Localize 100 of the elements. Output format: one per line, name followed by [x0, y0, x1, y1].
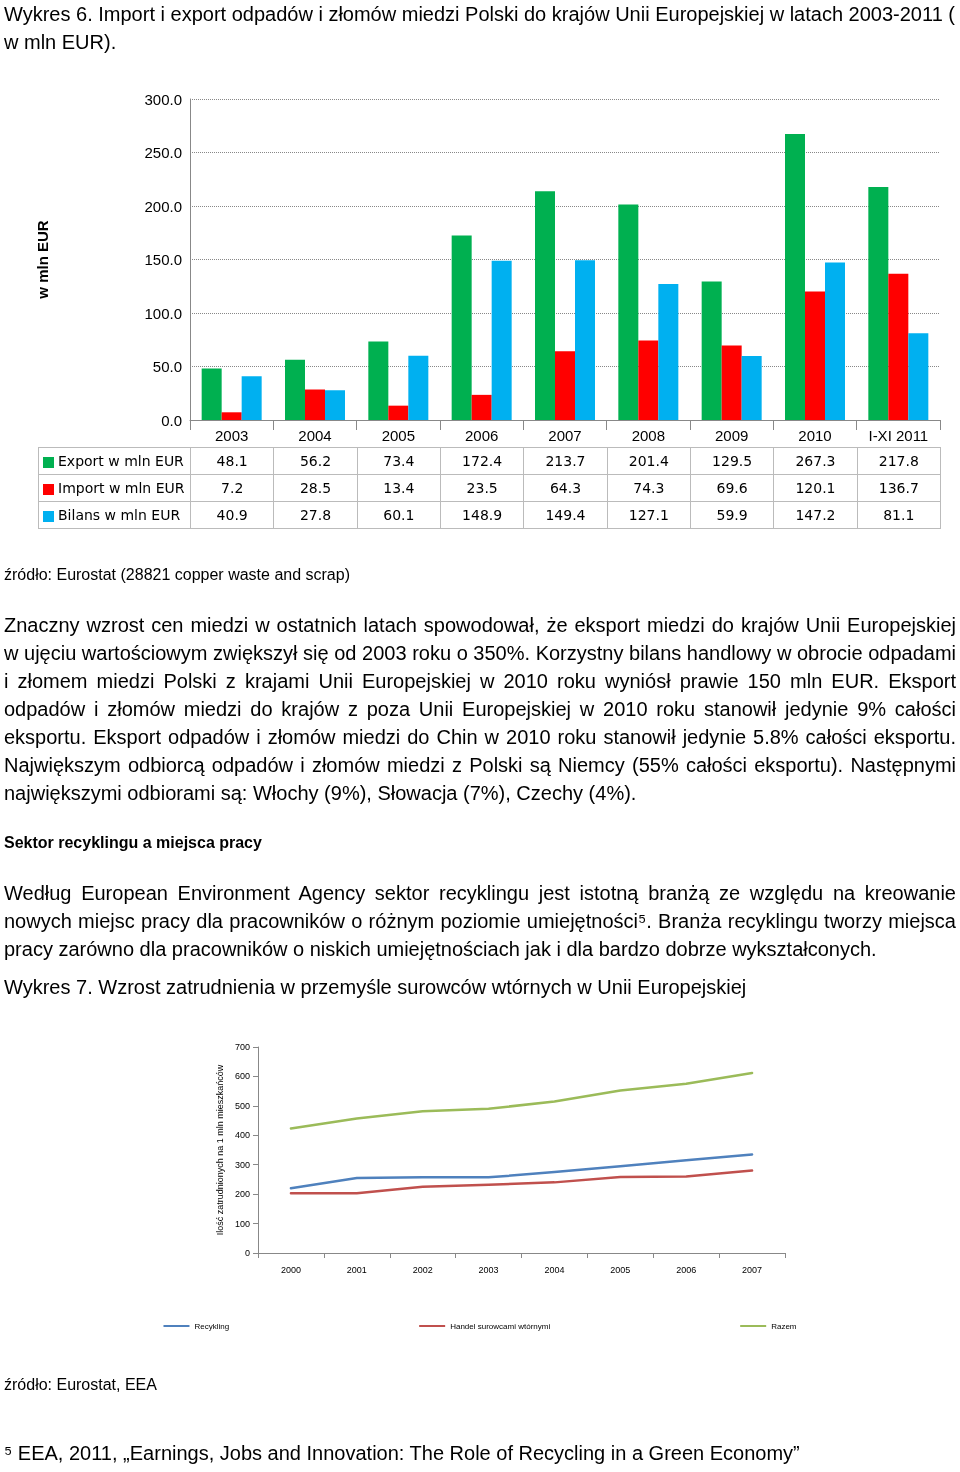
bar	[575, 260, 595, 420]
bar	[805, 291, 825, 420]
data-label: 28.5	[273, 474, 358, 502]
x-tick-label: 2005	[381, 427, 416, 444]
bar	[658, 284, 679, 420]
chart-title: Wykres 6. Import i export odpadów i złomów miedzi Polski do krajów Unii Europejskiej w latach 2003-2011 ( w mln EUR).	[4, 2, 956, 55]
y-tick-label: 100.0	[144, 304, 182, 322]
line-series	[289, 1153, 754, 1190]
data-label: 69.6	[690, 474, 774, 502]
text: Znaczny wzrost cen miedzi w ostatnich latach spowodował, że eksport miedzi do krajów Unii Europejskiej w ujęciu wartościowym zwiększył się od 2003 roku o 350%. Korzystny bilans handlowy w obrocie odpadami i złomem miedzi Polski z krajami Unii Europejskiej w 2010 roku wyniósł prawie 150 mln EUR. Eksport odpadów i złomów miedzi do krajów z poza Unii Europejskiej w 2010 roku stanowił jedynie 9% całości eksportu. Eksport odpadów i złomów miedzi do Chin w 2010 roku stanowił jedynie 5.8% całości eksportu. Największym odbiorcą odpadów i złomów miedzi z Polski są Niemcy (55% całości eksportu). Następnymi największymi odbiorami są: Włochy (9%), Słowacja (7%), Czechy (4%).	[4, 613, 956, 806]
y-axis-title: w mln EUR	[34, 220, 51, 300]
data-label: 129.5	[690, 447, 774, 475]
data-label: 56.2	[273, 447, 358, 475]
data-label: 60.1	[357, 501, 441, 529]
x-tick-label: 2010	[798, 427, 832, 444]
chart-title: Wykres 7. Wzrost zatrudnienia w przemyśle surowców wtórnych w Unii Europejskiej	[4, 975, 748, 1000]
x-tick-label: 2007	[548, 427, 582, 444]
text: Według European Environment Agency sektor recyklingu jest istotną branżą ze względu na kreowanie nowych miejsc pracy dla pracowników o różnym poziomie umiejętności⁵. Branża recyklingu tworzy miejsca pracy zarówno dla pracowników o niskich umiejętnościach jak i dla bardzo dobrze wykształconych.	[4, 881, 956, 962]
data-label: 73.4	[357, 447, 441, 475]
bar	[201, 368, 222, 420]
data-label: 213.7	[523, 447, 608, 475]
legend-label: Handel surowcami wtórnymi	[450, 1321, 551, 1331]
text: źródło: Eurostat, EEA	[4, 1375, 158, 1395]
bar	[618, 204, 639, 420]
y-tick-label: 0.0	[161, 411, 182, 429]
x-tick-label: 2009	[714, 427, 749, 444]
x-tick-label: 2005	[610, 1264, 631, 1275]
data-label: 13.4	[357, 474, 441, 502]
x-tick-label: 2006	[464, 427, 499, 444]
bar	[388, 405, 409, 420]
x-tick-label: 2006	[676, 1264, 697, 1275]
y-tick-label: 400	[234, 1130, 250, 1141]
bar	[741, 355, 762, 420]
bar	[241, 376, 262, 420]
data-label: 48.1	[190, 447, 274, 475]
bar	[908, 333, 929, 420]
x-tick-label: 2008	[631, 427, 666, 444]
bar	[701, 281, 722, 420]
legend-label: Razem	[771, 1321, 797, 1331]
data-label: 172.4	[440, 447, 524, 475]
bar	[721, 345, 742, 420]
bar	[555, 351, 575, 420]
x-tick-label: 2003	[478, 1264, 499, 1275]
y-tick-label: 700	[234, 1042, 250, 1052]
bar	[868, 186, 889, 420]
legend-label: Import w mln EUR	[38, 474, 191, 502]
x-tick-label: 2002	[412, 1264, 433, 1275]
x-tick-label: 2007	[742, 1264, 763, 1275]
legend-label: Bilans w mln EUR	[38, 501, 191, 529]
x-tick-label: 2004	[544, 1264, 565, 1275]
bar	[491, 260, 512, 420]
y-tick-label: 250.0	[144, 144, 182, 161]
x-tick-label: 2001	[346, 1264, 367, 1275]
data-label: 149.4	[523, 501, 608, 529]
data-label: 148.9	[440, 501, 524, 529]
y-tick-label: 200	[234, 1189, 250, 1200]
legend-label: Export w mln EUR	[38, 447, 191, 475]
data-label: 147.2	[773, 501, 858, 529]
data-label: 64.3	[523, 474, 608, 502]
y-tick-label: 100	[234, 1218, 250, 1229]
data-label: 136.7	[857, 474, 941, 502]
text: źródło: Eurostat (28821 copper waste and scrap)	[4, 565, 351, 585]
data-label: 267.3	[773, 447, 858, 475]
x-tick-label: 2000	[280, 1264, 301, 1275]
y-tick-label: 600	[234, 1071, 250, 1082]
data-label: 217.8	[857, 447, 941, 475]
data-label: 7.2	[190, 474, 274, 502]
bar	[368, 341, 389, 420]
text: ⁵ EEA, 2011, „Earnings, Jobs and Innovation: The Role of Recycling in a Green Economy”	[4, 1441, 801, 1466]
data-label: 201.4	[607, 447, 691, 475]
y-tick-label: 300	[234, 1159, 250, 1170]
x-tick-label: 2003	[214, 427, 249, 444]
y-axis-title: Ilość zatrudnionych na 1 mln mieszkańców	[214, 1064, 225, 1236]
y-tick-label: 200.0	[144, 197, 182, 215]
bar	[325, 390, 345, 420]
y-tick-label: 50.0	[152, 358, 182, 375]
y-tick-label: 150.0	[144, 251, 182, 268]
y-tick-label: 500	[234, 1100, 250, 1111]
line-series	[289, 1169, 754, 1195]
data-label: 59.9	[690, 501, 774, 529]
data-label: 74.3	[607, 474, 691, 502]
line-series	[289, 1071, 754, 1130]
data-label: 81.1	[857, 501, 941, 529]
bar	[535, 191, 555, 420]
legend-label: Recykling	[194, 1321, 230, 1331]
bar	[471, 394, 492, 420]
text: Sektor recyklingu a miejsca pracy	[4, 833, 263, 853]
data-label: 120.1	[773, 474, 858, 502]
bar	[408, 355, 429, 420]
y-tick-label: 300.0	[144, 90, 182, 108]
bar	[221, 412, 242, 420]
bar	[825, 262, 845, 420]
bar	[888, 273, 909, 420]
x-tick-label: 2004	[298, 427, 332, 444]
data-label: 40.9	[190, 501, 274, 529]
bar	[285, 359, 305, 420]
bar	[785, 133, 805, 420]
data-label: 27.8	[273, 501, 358, 529]
data-label: 23.5	[440, 474, 524, 502]
bar	[451, 235, 472, 420]
